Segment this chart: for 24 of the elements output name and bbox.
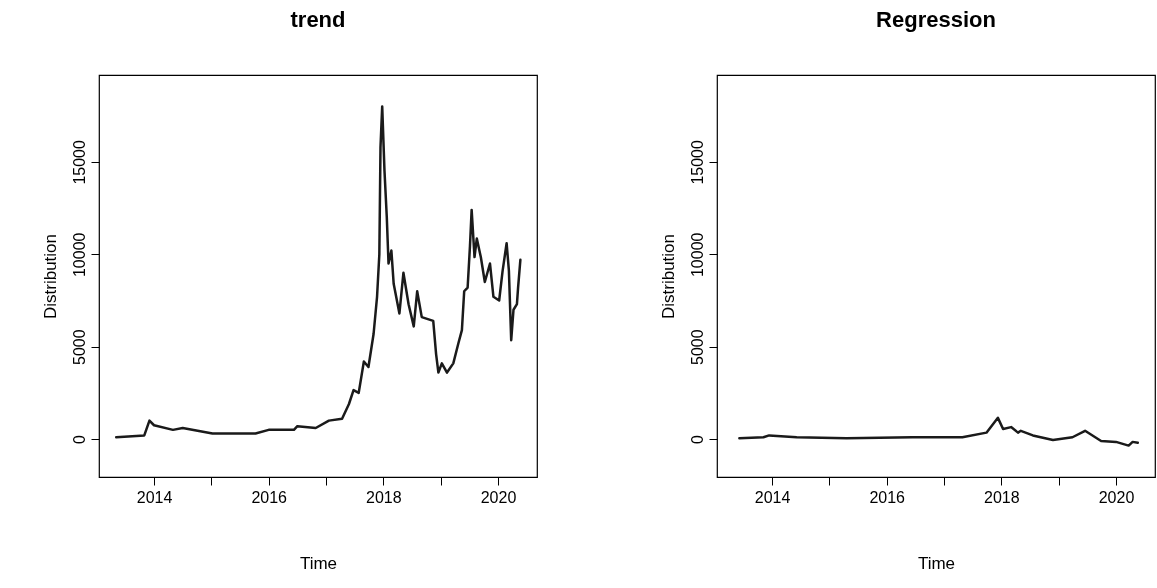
y-axis-title: Distribution	[40, 233, 60, 320]
x-axis-title: Time	[917, 553, 956, 573]
y-tick-label: 5000	[688, 329, 706, 365]
y-tick-label: 15000	[688, 140, 706, 185]
chart-title: Regression	[876, 7, 996, 32]
x-tick-label: 2016	[251, 488, 288, 506]
x-tick-label: 2014	[754, 488, 791, 506]
x-tick-label: 2020	[480, 488, 517, 506]
y-axis-title: Distribution	[658, 233, 678, 320]
y-tick-label: 10000	[688, 232, 706, 278]
y-tick-label: 0	[70, 435, 88, 445]
x-tick-label: 2020	[1098, 488, 1135, 506]
x-axis-title: Time	[299, 553, 338, 573]
x-tick-label: 2014	[136, 488, 173, 506]
line-series	[114, 105, 522, 439]
y-tick-label: 5000	[70, 329, 88, 365]
x-tick-label: 2018	[366, 488, 402, 506]
y-tick-label: 0	[688, 435, 706, 445]
x-tick-label: 2016	[869, 488, 906, 506]
line-series	[738, 416, 1140, 447]
x-tick-label: 2018	[984, 488, 1020, 506]
y-tick-label: 15000	[70, 140, 88, 185]
chart-title: trend	[290, 7, 346, 32]
y-tick-label: 10000	[70, 232, 88, 278]
